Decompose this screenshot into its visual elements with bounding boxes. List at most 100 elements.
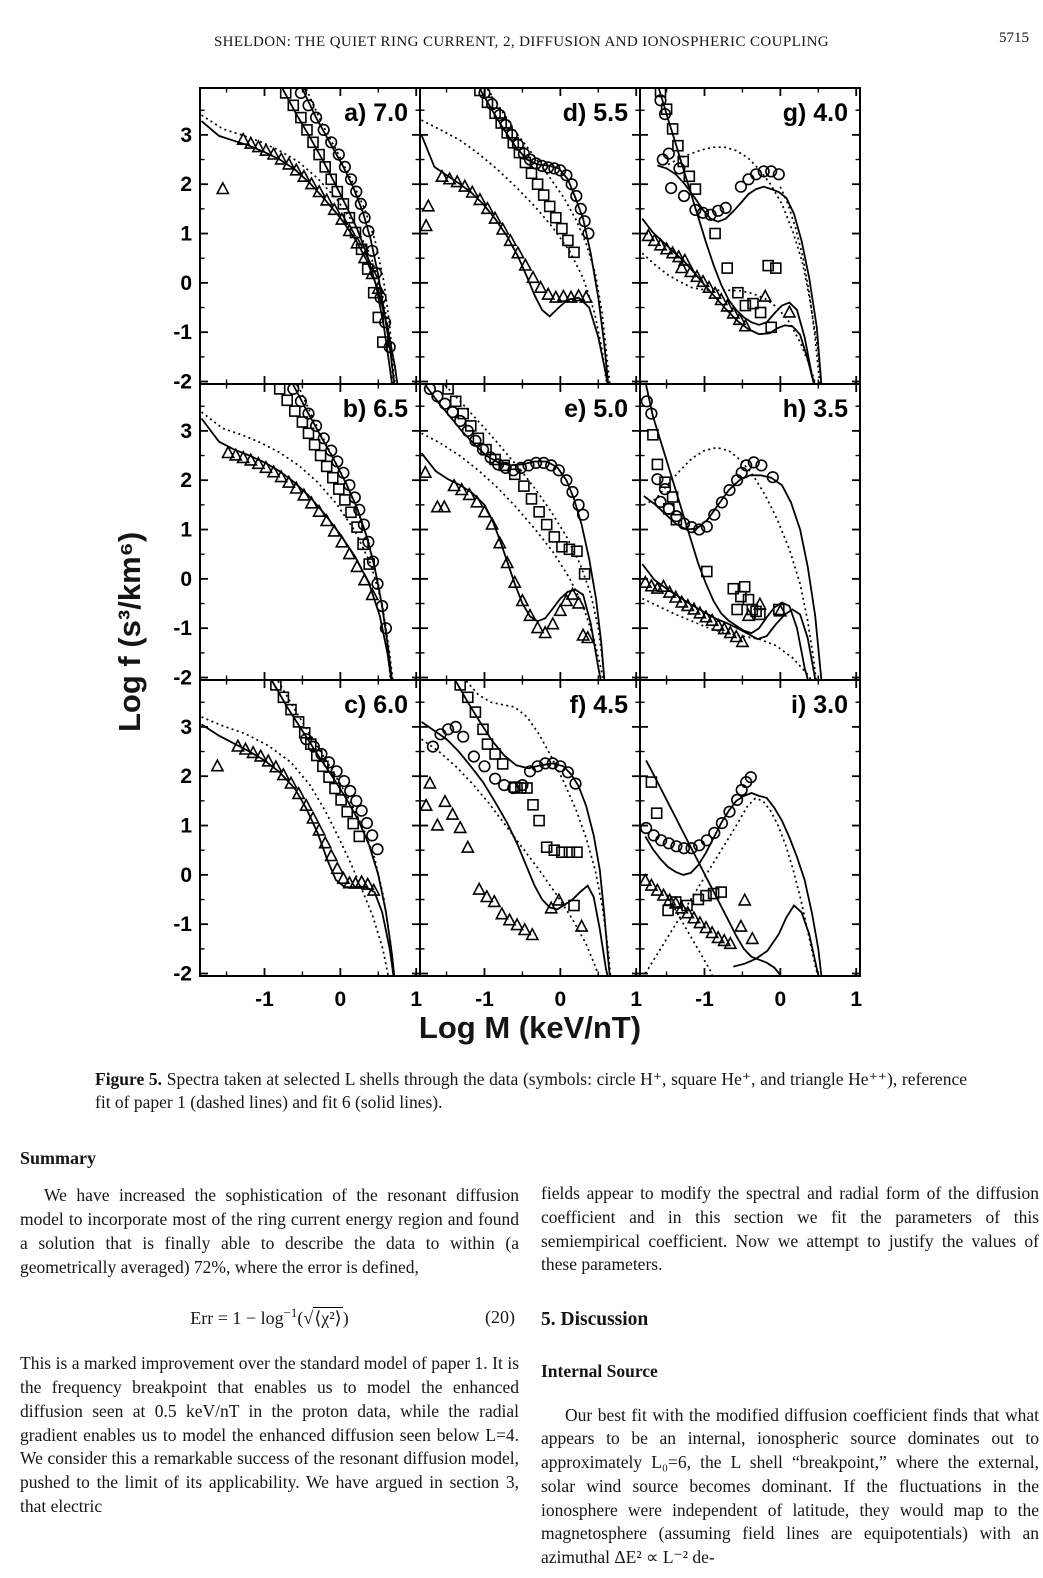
he-plusplus-point	[556, 288, 571, 302]
he-plus-point	[543, 200, 556, 213]
panel-c6.0: 3 2 1 0 -1 -2 -1 0 1 c) 6.0	[173, 679, 422, 1011]
he-plusplus-point	[485, 516, 500, 530]
he-plusplus-point	[729, 629, 744, 643]
he-plus-point	[489, 453, 501, 466]
he-plusplus-point	[559, 593, 574, 607]
h-plus-point	[757, 165, 770, 178]
he-plusplus-point	[565, 586, 580, 600]
he-plusplus-point	[686, 910, 701, 924]
h-plus-point	[322, 756, 336, 769]
he-plusplus-point	[366, 882, 381, 896]
he-plus-point	[515, 782, 527, 794]
he-plusplus-point	[342, 546, 357, 560]
h-plus-point	[689, 203, 702, 216]
he-plusplus-point	[266, 464, 281, 478]
he-plusplus-point	[662, 892, 677, 906]
he-plusplus-point	[236, 450, 251, 464]
he-plus-point	[319, 161, 331, 173]
he-plus-point	[311, 749, 323, 762]
he-plusplus-point	[365, 587, 380, 601]
he-plus-point	[670, 513, 683, 526]
he-plusplus-point	[259, 142, 273, 156]
reference-fit-line	[643, 446, 817, 680]
he-plus-point	[333, 483, 345, 495]
h-plus-point	[317, 123, 330, 137]
panel-label: d) 5.5	[563, 99, 628, 127]
he-plus-point	[747, 297, 759, 310]
panel-f4.5: -1 0 1 f) 4.5	[419, 679, 642, 1011]
he-plusplus-point	[354, 874, 369, 888]
fit6-line	[424, 384, 606, 680]
he-plusplus-point	[647, 232, 662, 247]
he-plusplus-point	[447, 478, 462, 492]
he-plus-point	[527, 798, 539, 811]
he-plusplus-point	[261, 753, 276, 767]
he-plus-point	[281, 394, 293, 407]
he-plusplus-point	[289, 162, 304, 176]
he-plusplus-point	[737, 892, 752, 906]
he-plusplus-point	[276, 767, 291, 781]
equation-open-paren: (	[297, 1307, 304, 1328]
y-tick-label: -2	[173, 667, 192, 690]
fit6-line	[643, 474, 823, 680]
he-plusplus-point	[330, 860, 345, 875]
h-plus-point	[708, 826, 721, 840]
he-plus-point	[518, 480, 530, 492]
he-plus-point	[683, 170, 696, 183]
he-plusplus-point	[357, 250, 372, 264]
he-plus-point	[700, 565, 713, 578]
he-plus-point	[313, 148, 325, 161]
he-plusplus-point	[665, 245, 680, 259]
he-plusplus-point	[500, 555, 515, 569]
h-plus-point	[338, 774, 351, 788]
h-plus-point	[302, 407, 315, 420]
h-plus-point	[350, 794, 363, 808]
he-plus-point	[449, 395, 462, 408]
he-plusplus-point	[656, 578, 671, 592]
he-plus-point	[372, 311, 385, 324]
he-plus-point	[739, 299, 752, 312]
h-plus-point	[366, 555, 380, 568]
he-plusplus-point	[306, 810, 320, 824]
he-plus-point	[298, 726, 311, 739]
he-plusplus-point	[674, 594, 689, 608]
he-plusplus-point	[526, 269, 540, 284]
h-plus-point	[287, 384, 300, 395]
he-plusplus-point	[717, 621, 732, 635]
reference-fit-line	[644, 797, 819, 976]
h-plus-point	[582, 227, 595, 240]
he-plusplus-point	[492, 535, 507, 549]
he-plus-point	[765, 321, 778, 334]
h-plus-point	[376, 599, 389, 613]
h-plus-point	[344, 784, 357, 798]
he-plus-point	[647, 428, 659, 441]
he-plusplus-point	[291, 786, 306, 800]
figure-caption-label: Figure 5.	[95, 1069, 163, 1089]
y-tick-label: 0	[180, 272, 192, 295]
he-plusplus-point	[518, 257, 533, 271]
he-plus-point	[568, 899, 580, 912]
he-plusplus-point	[457, 178, 472, 192]
reference-fit-line	[667, 146, 823, 384]
he-plus-point	[654, 88, 667, 98]
he-plus-point	[337, 198, 350, 210]
he-plus-point	[285, 703, 297, 716]
he-plusplus-point	[251, 455, 266, 470]
h-plus-point	[742, 173, 755, 186]
he-plusplus-point	[334, 534, 349, 548]
equation-superscript: −1	[283, 1304, 298, 1320]
he-plusplus-point	[773, 603, 788, 617]
h-plus-point	[685, 842, 698, 855]
reference-fit-line	[201, 716, 389, 976]
he-plusplus-point	[299, 797, 314, 811]
panel-i3.0: -1 0 1 i) 3.0	[639, 679, 862, 1011]
he-plus-point	[578, 568, 591, 580]
he-plusplus-point	[553, 602, 568, 617]
h-plus-point	[537, 456, 550, 470]
he-plusplus-point	[708, 285, 723, 299]
he-plus-point	[469, 706, 482, 718]
reference-fit-line	[444, 384, 606, 680]
he-plusplus-point	[327, 201, 342, 216]
h-plus-point	[489, 772, 502, 785]
h-plus-point	[457, 730, 470, 743]
